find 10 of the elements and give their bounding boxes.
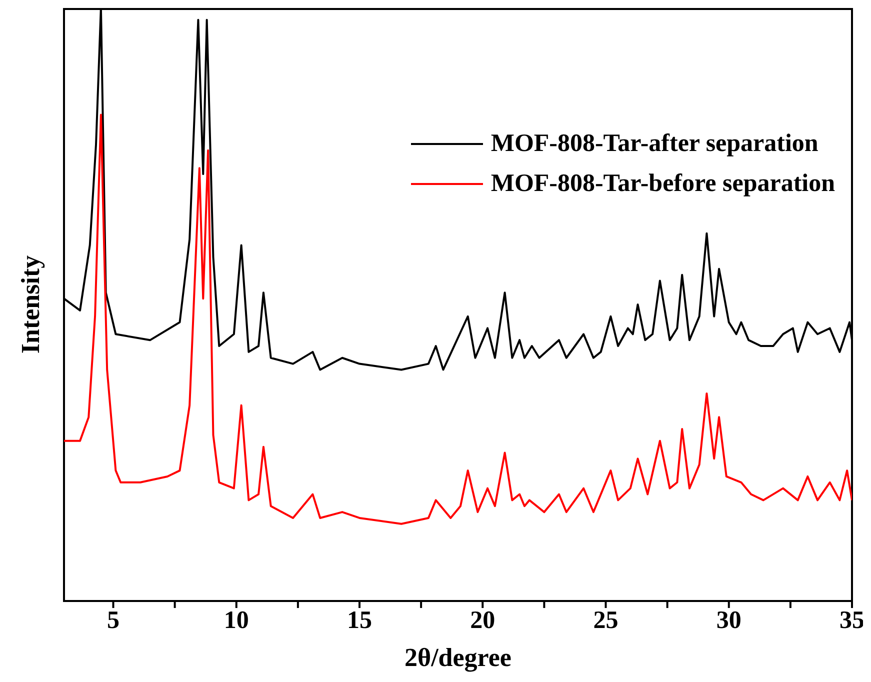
y-axis-title: Intensity xyxy=(16,255,44,354)
x-tick-label: 5 xyxy=(107,606,120,634)
x-tick-label: 10 xyxy=(224,606,249,634)
legend-label: MOF-808-Tar-before separation xyxy=(490,170,835,198)
x-tick-label: 25 xyxy=(593,606,618,634)
x-tick-label: 15 xyxy=(347,606,372,634)
x-tick-label: 20 xyxy=(470,606,496,634)
legend-label: MOF-808-Tar-after separation xyxy=(490,130,818,158)
x-axis-title: 2θ/degree xyxy=(404,643,512,672)
x-tick-label: 30 xyxy=(716,606,742,634)
